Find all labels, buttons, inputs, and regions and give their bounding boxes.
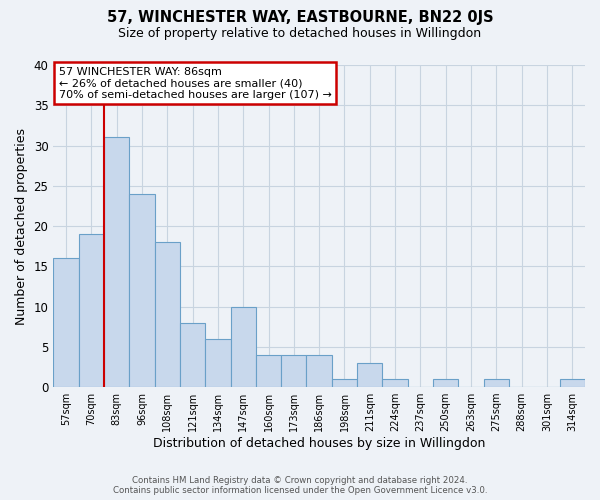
Y-axis label: Number of detached properties: Number of detached properties (15, 128, 28, 324)
Bar (433, 379, 458, 387)
Bar (382, 379, 408, 387)
Text: Size of property relative to detached houses in Willingdon: Size of property relative to detached ho… (118, 28, 482, 40)
Bar (560, 379, 585, 387)
Bar (332, 379, 357, 387)
Bar (357, 363, 382, 387)
Bar (79, 234, 104, 387)
Bar (205, 339, 230, 387)
Bar (484, 379, 509, 387)
Bar (180, 322, 205, 387)
Bar (155, 242, 180, 387)
Text: Contains HM Land Registry data © Crown copyright and database right 2024.
Contai: Contains HM Land Registry data © Crown c… (113, 476, 487, 495)
Bar (230, 306, 256, 387)
Text: 57 WINCHESTER WAY: 86sqm
← 26% of detached houses are smaller (40)
70% of semi-d: 57 WINCHESTER WAY: 86sqm ← 26% of detach… (59, 66, 331, 100)
Bar (104, 138, 129, 387)
Bar (307, 355, 332, 387)
X-axis label: Distribution of detached houses by size in Willingdon: Distribution of detached houses by size … (153, 437, 485, 450)
Bar (256, 355, 281, 387)
Text: 57, WINCHESTER WAY, EASTBOURNE, BN22 0JS: 57, WINCHESTER WAY, EASTBOURNE, BN22 0JS (107, 10, 493, 25)
Bar (53, 258, 79, 387)
Bar (281, 355, 307, 387)
Bar (129, 194, 155, 387)
